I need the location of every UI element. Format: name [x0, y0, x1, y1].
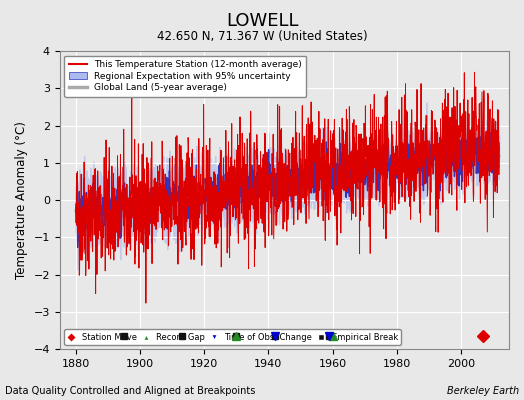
- Text: Data Quality Controlled and Aligned at Breakpoints: Data Quality Controlled and Aligned at B…: [5, 386, 256, 396]
- Text: 42.650 N, 71.367 W (United States): 42.650 N, 71.367 W (United States): [157, 30, 367, 43]
- Legend: Station Move, Record Gap, Time of Obs. Change, Empirical Break: Station Move, Record Gap, Time of Obs. C…: [64, 330, 401, 345]
- Y-axis label: Temperature Anomaly (°C): Temperature Anomaly (°C): [15, 121, 28, 279]
- Text: LOWELL: LOWELL: [226, 12, 298, 30]
- Text: Berkeley Earth: Berkeley Earth: [446, 386, 519, 396]
